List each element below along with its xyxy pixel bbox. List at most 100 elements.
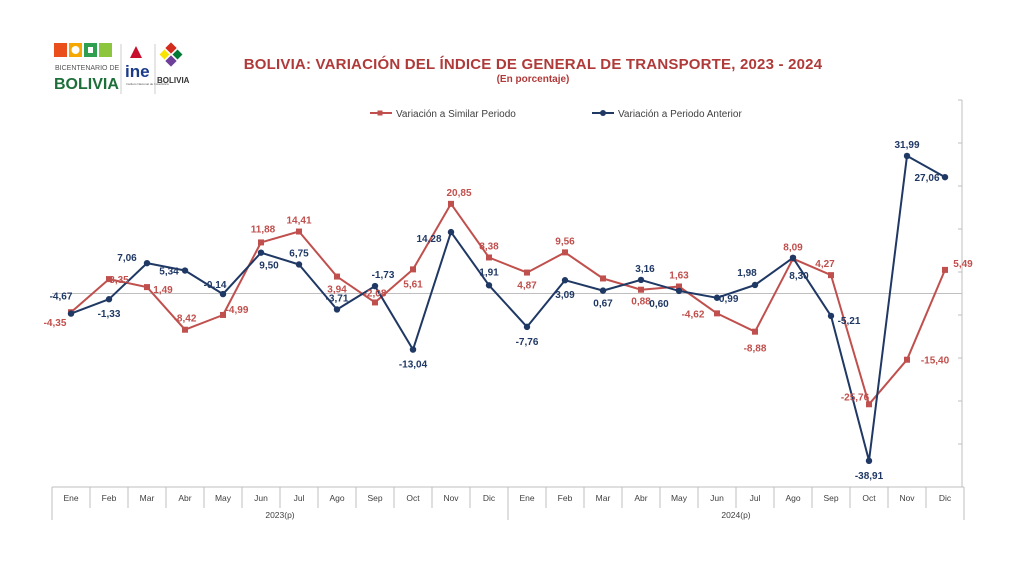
ine-logo: ine Instituto Nacional de Estadística xyxy=(125,46,169,86)
data-label-similar: 0,88 xyxy=(631,297,651,308)
data-point-anterior xyxy=(561,277,569,284)
data-label-anterior: 6,75 xyxy=(289,248,309,259)
x-tick-label: May xyxy=(671,493,688,503)
data-label-anterior: -0,14 xyxy=(204,280,227,291)
data-label-anterior: 3,16 xyxy=(635,264,655,275)
x-tick-label: Feb xyxy=(558,493,573,503)
estado-text: BOLIVIA xyxy=(157,76,190,85)
data-label-anterior: -13,04 xyxy=(399,360,428,371)
data-label-similar: 3,94 xyxy=(327,285,347,296)
data-label-anterior: -38,91 xyxy=(855,471,884,482)
x-tick-label: Nov xyxy=(899,493,915,503)
data-point-similar xyxy=(866,401,872,408)
data-point-anterior xyxy=(713,294,721,301)
legend-marker-anterior xyxy=(600,110,606,116)
data-label-anterior: 14,28 xyxy=(416,234,441,245)
data-label-similar: 11,88 xyxy=(251,224,276,235)
data-point-similar xyxy=(448,200,454,207)
ine-subtext: Instituto Nacional de Estadística xyxy=(126,82,169,86)
data-label-similar: 4,27 xyxy=(815,259,835,270)
data-point-anterior xyxy=(333,306,341,313)
data-label-similar: -4,62 xyxy=(682,309,705,320)
x-tick-label: Jun xyxy=(710,493,724,503)
x-tick-label: Abr xyxy=(634,493,647,503)
data-label-similar: -8,88 xyxy=(744,344,767,355)
data-point-similar xyxy=(524,269,530,276)
data-point-anterior xyxy=(67,310,75,317)
legend-label-anterior: Variación a Periodo Anterior xyxy=(618,109,742,120)
data-label-similar: 14,41 xyxy=(286,216,311,227)
x-tick-label: Oct xyxy=(862,493,876,503)
x-tick-label: Jul xyxy=(294,493,305,503)
legend-marker-similar xyxy=(377,110,383,116)
data-label-similar: -4,99 xyxy=(226,305,249,316)
x-tick-label: May xyxy=(215,493,232,503)
data-point-similar xyxy=(106,276,112,283)
x-tick-label: Ago xyxy=(785,493,800,503)
data-label-anterior: 7,06 xyxy=(117,253,137,264)
data-point-similar xyxy=(258,239,264,246)
data-label-anterior: -4,67 xyxy=(50,292,73,303)
data-point-similar xyxy=(296,228,302,235)
series-line-similar xyxy=(70,202,946,406)
bicentenario-bottom-text: BOLIVIA xyxy=(54,76,119,93)
ine-text: ine xyxy=(125,62,150,81)
data-label-similar: 1,49 xyxy=(153,285,173,296)
x-tick-label: Nov xyxy=(443,493,459,503)
data-point-similar xyxy=(676,283,682,290)
data-label-similar: -8,42 xyxy=(174,314,197,325)
series-layer xyxy=(67,152,949,465)
data-point-similar xyxy=(752,328,758,335)
data-point-anterior xyxy=(751,281,759,289)
data-point-anterior xyxy=(105,296,113,303)
data-point-similar xyxy=(486,254,492,261)
bicentenario-logo: BICENTENARIO DE BOLIVIA xyxy=(54,43,120,93)
bicentenario-top-text: BICENTENARIO DE xyxy=(55,65,120,72)
data-label-similar: -4,35 xyxy=(44,318,67,329)
data-label-anterior: 27,06 xyxy=(914,173,939,184)
data-point-similar xyxy=(600,275,606,282)
data-point-anterior xyxy=(599,287,607,294)
data-point-similar xyxy=(220,311,226,318)
x-group-label: 2023(p) xyxy=(265,510,294,520)
data-point-similar xyxy=(904,356,910,363)
data-label-anterior: -1,73 xyxy=(372,270,395,281)
x-tick-label: Ene xyxy=(519,493,534,503)
data-label-similar: -25,76 xyxy=(841,392,870,403)
legend: Variación a Similar Periodo Variación a … xyxy=(370,109,742,120)
data-label-similar: 9,56 xyxy=(555,236,575,247)
data-point-similar xyxy=(638,286,644,293)
data-label-anterior: -7,76 xyxy=(516,337,539,348)
x-tick-label: Jul xyxy=(750,493,761,503)
x-group-label: 2024(p) xyxy=(721,510,750,520)
data-label-similar: -15,40 xyxy=(921,356,950,367)
x-tick-label: Sep xyxy=(823,493,838,503)
data-point-anterior xyxy=(371,282,379,290)
data-point-anterior xyxy=(941,173,949,181)
data-point-anterior xyxy=(789,254,797,262)
legend-label-similar: Variación a Similar Periodo xyxy=(396,109,516,120)
data-point-anterior xyxy=(447,228,455,236)
chart-subtitle: (En porcentaje) xyxy=(496,74,570,85)
x-tick-label: Jun xyxy=(254,493,268,503)
data-label-anterior: -0,99 xyxy=(716,294,739,305)
data-point-similar xyxy=(410,266,416,273)
data-point-similar xyxy=(828,272,834,279)
data-point-anterior xyxy=(219,290,227,298)
data-label-anterior: -5,21 xyxy=(838,316,861,327)
x-tick-label: Dic xyxy=(483,493,496,503)
x-tick-label: Abr xyxy=(178,493,191,503)
data-point-similar xyxy=(334,273,340,280)
data-label-similar: 8,38 xyxy=(479,241,499,252)
data-label-anterior: 1,98 xyxy=(737,268,757,279)
x-tick-label: Mar xyxy=(596,493,611,503)
data-point-similar xyxy=(562,249,568,256)
data-point-anterior xyxy=(827,312,835,320)
data-label-similar: 1,63 xyxy=(669,270,689,281)
data-point-anterior xyxy=(637,276,645,284)
data-label-anterior: 0,60 xyxy=(649,299,669,310)
chart-title: BOLIVIA: VARIACIÓN DEL ÍNDICE DE GENERAL… xyxy=(243,56,823,73)
data-label-similar: 8,09 xyxy=(783,243,803,254)
data-point-anterior xyxy=(257,249,265,256)
data-label-anterior: 0,67 xyxy=(593,299,613,310)
